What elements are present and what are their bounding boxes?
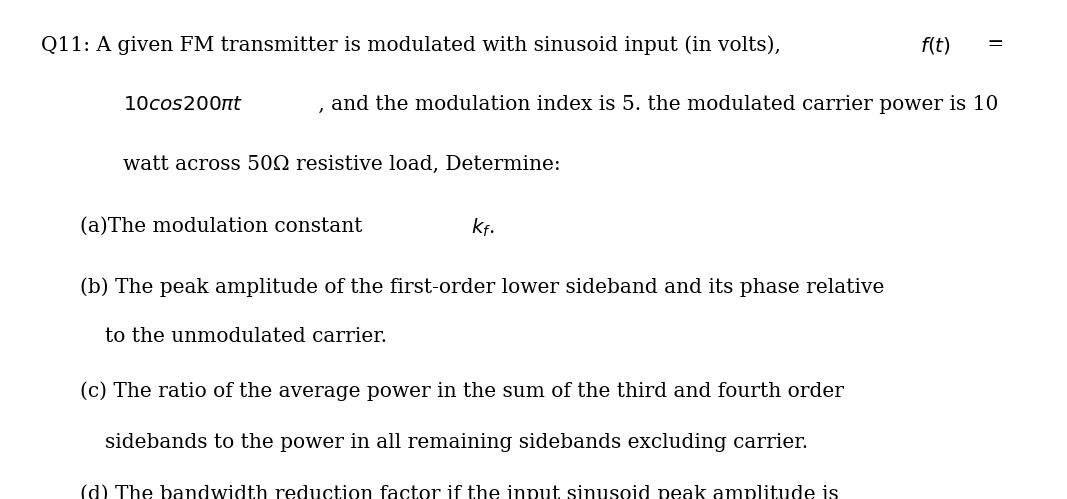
Text: watt across 50Ω resistive load, Determine:: watt across 50Ω resistive load, Determin… [123,155,560,174]
Text: $k_f$.: $k_f$. [472,217,495,240]
Text: $f(t)$: $f(t)$ [920,35,951,56]
Text: (c) The ratio of the average power in the sum of the third and fourth order: (c) The ratio of the average power in th… [80,382,844,401]
Text: Q11: A given FM transmitter is modulated with sinusoid input (in volts),: Q11: A given FM transmitter is modulated… [41,35,780,54]
Text: $10cos200\pi t$: $10cos200\pi t$ [123,95,243,114]
Text: , and the modulation index is 5. the modulated carrier power is 10: , and the modulation index is 5. the mod… [312,95,998,114]
Text: =: = [981,35,1004,54]
Text: (d) The bandwidth reduction factor if the input sinusoid peak amplitude is: (d) The bandwidth reduction factor if th… [80,484,839,499]
Text: to the unmodulated carrier.: to the unmodulated carrier. [105,327,386,346]
Text: (a)The modulation constant: (a)The modulation constant [80,217,363,236]
Text: (b) The peak amplitude of the first-order lower sideband and its phase relative: (b) The peak amplitude of the first-orde… [80,277,885,296]
Text: sidebands to the power in all remaining sidebands excluding carrier.: sidebands to the power in all remaining … [105,433,808,452]
